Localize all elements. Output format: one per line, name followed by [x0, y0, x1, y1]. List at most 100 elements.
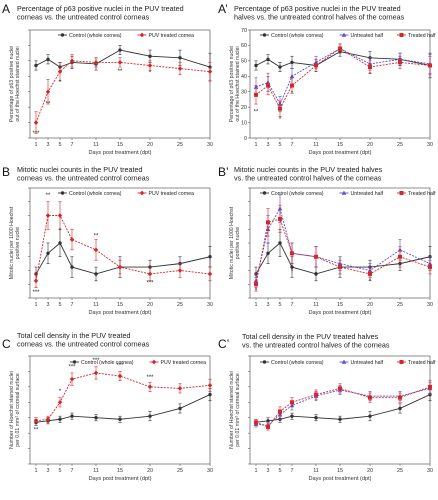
y-tick-label: 0	[244, 136, 247, 142]
y-tick-label: 60	[241, 43, 247, 49]
panel-label: B’	[218, 165, 229, 179]
legend-label: Treated half	[408, 360, 436, 366]
x-tick-label: 11	[313, 468, 319, 474]
y-axis-label-line: Percentage of p63 positive nuclei	[229, 46, 235, 122]
x-tick-label: 15	[117, 468, 123, 474]
data-point	[266, 419, 270, 423]
x-tick-label: 5	[59, 142, 62, 148]
data-point	[254, 92, 258, 97]
series	[254, 228, 432, 282]
data-point	[57, 399, 63, 405]
series-line	[255, 47, 431, 110]
x-tick-label: 1	[255, 302, 258, 308]
x-tick-label: 3	[47, 142, 50, 148]
legend-swatch-marker	[399, 33, 404, 37]
y-tick-label: 10	[241, 120, 247, 126]
data-point	[208, 255, 212, 259]
chart-title-line: corneas vs. the untreated control cornea…	[17, 174, 150, 183]
series-line	[35, 242, 211, 275]
legend-swatch-marker	[341, 359, 347, 364]
x-tick-label: 30	[427, 142, 433, 148]
y-axis-label-line: out of the Hoechst stained nuclei	[15, 46, 21, 121]
data-point	[290, 60, 294, 65]
series	[33, 201, 213, 288]
data-point	[57, 213, 63, 218]
x-tick-label: 30	[207, 468, 213, 474]
series-line	[255, 48, 431, 106]
data-point	[428, 265, 432, 270]
chart-title-line: Total cell density in the PUV treated	[17, 331, 130, 340]
y-axis-label-line: out of the Hoechst stained nuclei	[235, 46, 241, 121]
data-point	[58, 241, 62, 245]
chart-title-line: Mitotic nuclei counts in the PUV treated	[17, 165, 142, 174]
legend: Control (whole cornea) Untreated half Trea…	[260, 359, 436, 366]
legend-swatch-marker	[262, 360, 267, 364]
data-point	[70, 265, 74, 269]
data-point	[290, 400, 294, 405]
y-axis-label-line: positive nuclei	[15, 227, 21, 260]
legend-label: Control (whole cornea)	[271, 191, 324, 197]
x-axis-label: Days post treatment (dpt)	[308, 150, 371, 156]
legend: Control (whole cornea) PUV treated cornea	[58, 190, 194, 197]
significance-mark: ***	[116, 363, 124, 369]
x-tick-label: 20	[367, 468, 373, 474]
data-point	[314, 272, 318, 276]
significance-mark: *	[59, 80, 62, 86]
x-axis-label: Days post treatment (dpt)	[308, 310, 371, 316]
data-point	[34, 63, 38, 68]
data-point	[45, 89, 51, 95]
x-tick-label: 30	[427, 468, 433, 474]
legend-label: Treated half	[408, 191, 436, 197]
legend-swatch-marker	[399, 191, 404, 195]
data-point	[368, 271, 372, 276]
data-point	[207, 69, 213, 75]
x-tick-label: 7	[291, 142, 294, 148]
data-point	[94, 272, 98, 276]
significance-mark: *	[315, 272, 318, 278]
data-point	[266, 83, 270, 88]
series-line	[255, 51, 431, 68]
chart-title-line: Percentage of p63 positive nuclei in the…	[234, 4, 401, 13]
data-point	[69, 58, 75, 64]
data-point	[33, 120, 39, 125]
series	[254, 380, 432, 431]
significance-mark: *	[291, 269, 294, 275]
y-tick-label: 70	[241, 28, 247, 34]
data-point	[208, 392, 212, 397]
x-tick-label: 3	[267, 142, 270, 148]
x-tick-label: 11	[93, 302, 99, 308]
panel-label: B	[2, 165, 10, 179]
x-tick-label: 15	[337, 468, 343, 474]
x-tick-label: 11	[313, 302, 319, 308]
data-point	[368, 414, 372, 418]
data-point	[207, 382, 213, 388]
x-tick-label: 20	[147, 142, 153, 148]
significance-mark: **	[34, 428, 39, 434]
legend-swatch-marker	[262, 191, 267, 195]
significance-mark: *	[369, 72, 372, 78]
x-tick-label: 15	[337, 142, 343, 148]
data-point	[314, 63, 318, 68]
data-point	[398, 395, 402, 400]
data-point	[290, 251, 294, 256]
plot-frame	[249, 355, 431, 465]
significance-mark: ***	[68, 364, 76, 370]
chart-title-line: vs. the untreated control halves of the …	[234, 174, 382, 183]
data-point	[178, 56, 182, 60]
chart-panel-A2: A’ Percentage of p63 positive nuclei in t…	[218, 2, 436, 156]
chart-title-line: Mitotic nuclei counts in the PUV treated…	[234, 165, 383, 174]
x-tick-label: 7	[71, 142, 74, 148]
legend: Control (whole cornea) Untreated half Trea…	[260, 32, 436, 39]
panel-label: A’	[218, 2, 228, 16]
x-tick-label: 5	[59, 468, 62, 474]
series	[254, 46, 432, 79]
x-tick-label: 30	[207, 142, 213, 148]
series	[253, 194, 433, 288]
series	[33, 366, 213, 425]
panel-label: C	[2, 337, 11, 351]
legend: Control (whole cornea) PUV treated cornea	[58, 32, 194, 39]
chart-panel-A: A Percentage of p63 positive nuclei in th…	[2, 2, 213, 156]
significance-mark: *	[59, 389, 62, 395]
data-point	[177, 386, 183, 391]
y-axis-label: Mitotic nuclei per 1000 Hoechstpositive …	[229, 206, 241, 279]
